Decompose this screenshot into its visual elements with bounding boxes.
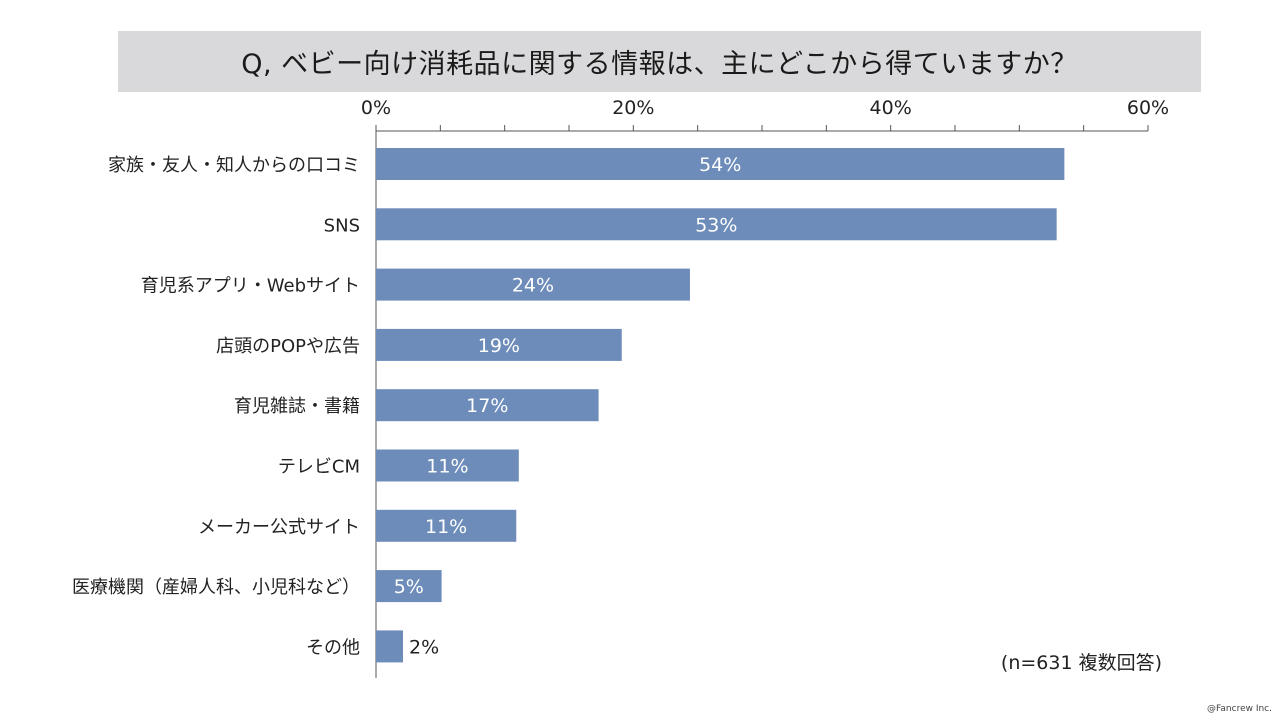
copyright-credit: @Fancrew Inc. bbox=[1207, 704, 1272, 714]
data-label: 54% bbox=[699, 154, 741, 176]
data-label: 19% bbox=[478, 335, 520, 357]
bar bbox=[376, 449, 519, 482]
category-label: 医療機関（産婦人科、小児科など） bbox=[72, 577, 360, 598]
data-label: 2% bbox=[409, 636, 439, 658]
category-label: テレビCM bbox=[278, 457, 360, 478]
category-label: 育児雑誌・書籍 bbox=[234, 396, 360, 417]
bar bbox=[376, 509, 517, 542]
category-label: メーカー公式サイト bbox=[198, 517, 360, 538]
x-tick-label: 60% bbox=[1127, 97, 1169, 119]
data-label: 11% bbox=[425, 516, 467, 538]
category-label: 育児系アプリ・Webサイト bbox=[141, 276, 360, 297]
sample-note: (n=631 複数回答) bbox=[1000, 652, 1162, 674]
category-label: その他 bbox=[306, 637, 360, 658]
data-label: 17% bbox=[466, 395, 508, 417]
bar bbox=[376, 208, 1057, 241]
title-band: Q, ベビー向け消耗品に関する情報は、主にどこから得ていますか？ bbox=[118, 31, 1201, 92]
data-label: 24% bbox=[512, 275, 554, 297]
x-tick-label: 20% bbox=[612, 97, 654, 119]
data-label: 5% bbox=[394, 576, 424, 598]
bar bbox=[376, 268, 690, 301]
data-label: 11% bbox=[426, 456, 468, 478]
category-label: SNS bbox=[324, 215, 360, 236]
category-label: 家族・友人・知人からの口コミ bbox=[108, 155, 360, 176]
data-label: 53% bbox=[695, 214, 737, 236]
category-label: 店頭のPOPや広告 bbox=[216, 336, 360, 357]
x-tick-label: 40% bbox=[870, 97, 912, 119]
x-tick-label: 0% bbox=[361, 97, 391, 119]
bar bbox=[376, 389, 599, 422]
bar bbox=[376, 148, 1065, 180]
bar bbox=[376, 328, 622, 361]
chart-title: Q, ベビー向け消耗品に関する情報は、主にどこから得ていますか？ bbox=[241, 49, 1078, 80]
bar bbox=[376, 570, 442, 603]
bar bbox=[376, 630, 404, 663]
